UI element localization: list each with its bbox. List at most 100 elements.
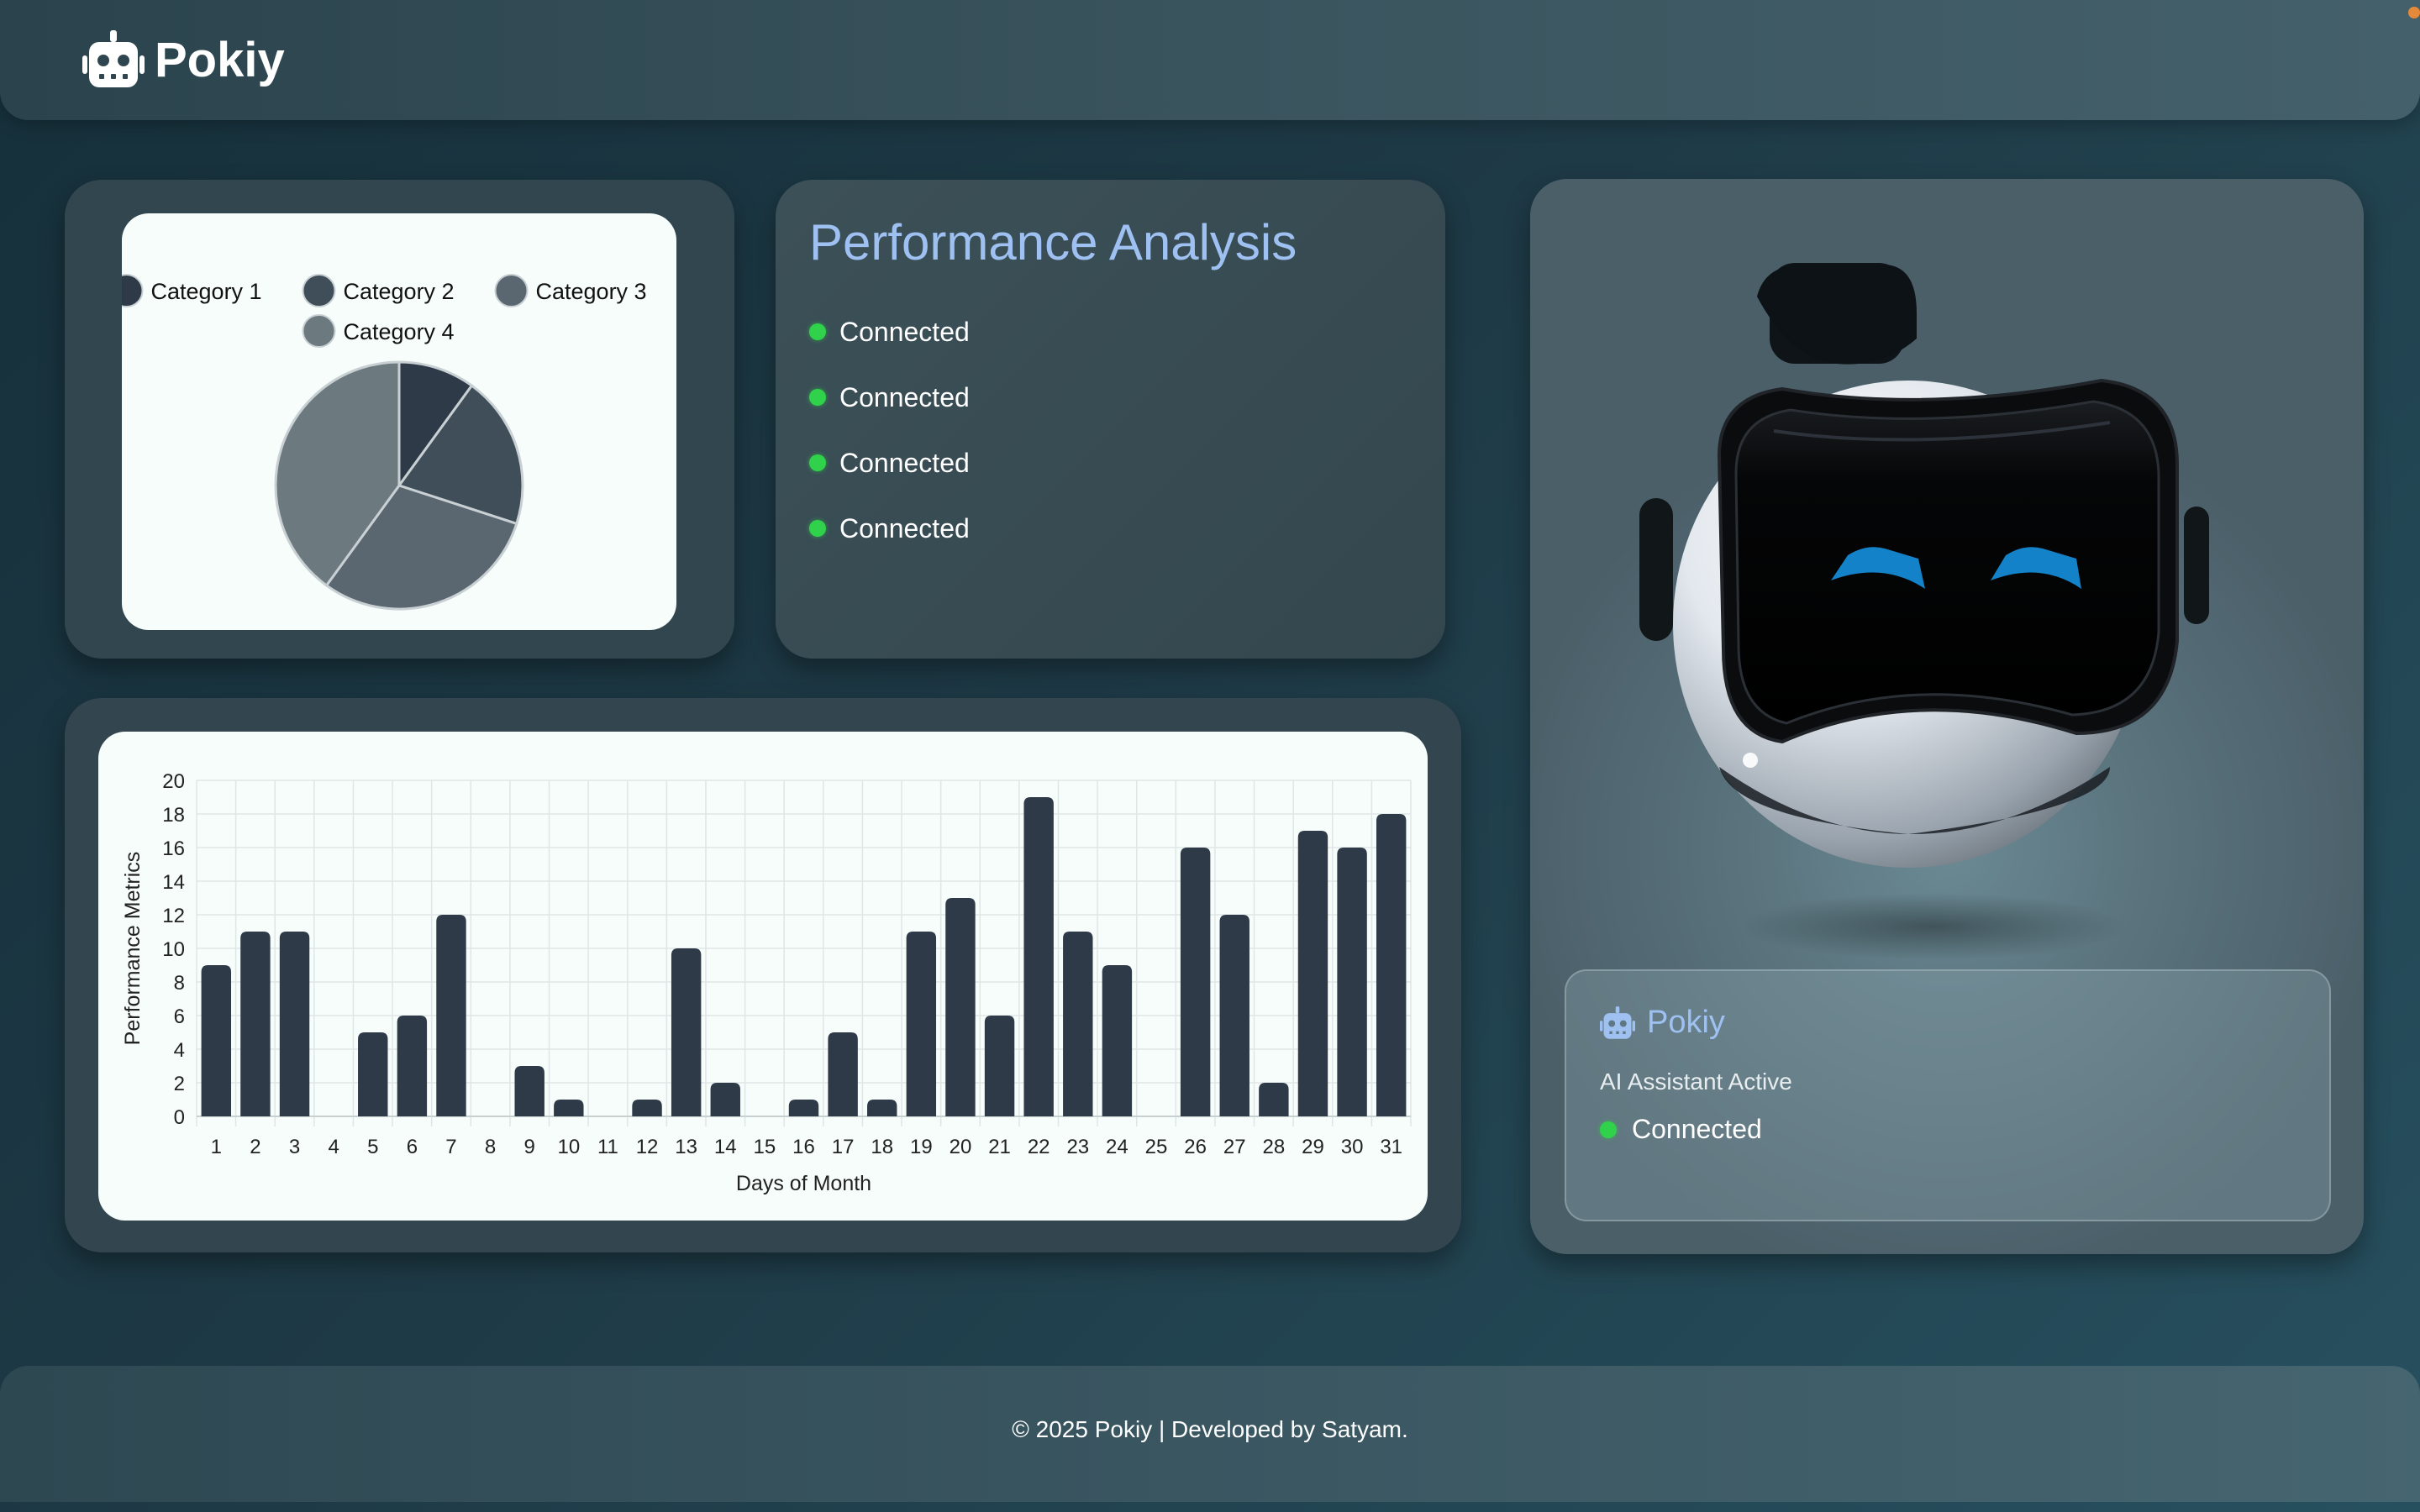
bar[interactable] xyxy=(1297,831,1328,1116)
bar[interactable] xyxy=(1063,932,1093,1116)
x-tick-label: 12 xyxy=(636,1136,659,1158)
pie-chart: Category 1 Category 2 Category 3 Category 4 xyxy=(109,274,647,611)
bar[interactable] xyxy=(240,932,271,1116)
bar[interactable] xyxy=(906,932,937,1116)
performance-card: Performance Analysis Connected Connected… xyxy=(776,180,1445,659)
bar[interactable] xyxy=(514,1066,544,1116)
pie-slice[interactable] xyxy=(397,360,474,490)
bar[interactable] xyxy=(984,1016,1015,1116)
left-eye-icon xyxy=(1831,547,1925,589)
x-tick-label: 9 xyxy=(524,1136,535,1158)
status-dot-icon xyxy=(809,520,826,537)
bar[interactable] xyxy=(867,1100,897,1116)
bar[interactable] xyxy=(1337,848,1367,1116)
y-axis-title: Performance Metrics xyxy=(121,852,145,1046)
x-tick-label: 14 xyxy=(714,1136,737,1158)
legend-label: Category 1 xyxy=(151,279,262,304)
y-tick-label: 6 xyxy=(174,1005,185,1028)
y-tick-label: 18 xyxy=(162,804,185,827)
bar[interactable] xyxy=(279,932,310,1116)
pie-slice[interactable] xyxy=(397,383,524,526)
robot-card: Pokiy AI Assistant Active Connected xyxy=(1530,179,2364,1254)
status-dot-icon xyxy=(809,454,826,471)
x-tick-label: 21 xyxy=(988,1136,1011,1158)
legend-item[interactable]: Category 4 xyxy=(302,314,455,348)
x-tick-label: 6 xyxy=(407,1136,418,1158)
x-tick-label: 28 xyxy=(1263,1136,1286,1158)
brand-logo[interactable]: Pokiy xyxy=(82,30,285,89)
status-item: Connected xyxy=(809,496,970,561)
x-tick-label: 1 xyxy=(211,1136,222,1158)
x-tick-label: 22 xyxy=(1028,1136,1050,1158)
legend-item[interactable]: Category 2 xyxy=(302,274,455,307)
x-tick-label: 3 xyxy=(289,1136,300,1158)
x-tick-label: 19 xyxy=(910,1136,933,1158)
robot-icon xyxy=(1600,1005,1635,1039)
y-tick-label: 16 xyxy=(162,837,185,860)
bar[interactable] xyxy=(554,1100,584,1116)
bar[interactable] xyxy=(397,1016,428,1116)
bar[interactable] xyxy=(1102,965,1133,1116)
bar[interactable] xyxy=(710,1083,740,1116)
bar[interactable] xyxy=(436,915,466,1116)
x-tick-label: 30 xyxy=(1341,1136,1364,1158)
bar[interactable] xyxy=(671,948,702,1116)
bar[interactable] xyxy=(788,1100,819,1116)
y-tick-label: 8 xyxy=(174,972,185,995)
bar[interactable] xyxy=(632,1100,662,1116)
x-tick-label: 16 xyxy=(792,1136,815,1158)
y-tick-label: 2 xyxy=(174,1073,185,1095)
app-header: Pokiy xyxy=(0,0,2420,120)
x-tick-label: 20 xyxy=(950,1136,972,1158)
notification-dot xyxy=(2408,7,2420,18)
legend-item[interactable]: Category 1 xyxy=(109,274,262,307)
x-tick-label: 8 xyxy=(485,1136,496,1158)
status-dot-icon xyxy=(1600,1121,1617,1138)
legend-item[interactable]: Category 3 xyxy=(494,274,647,307)
x-tick-label: 7 xyxy=(445,1136,456,1158)
pie-chart-panel: Category 1 Category 2 Category 3 Category 4 xyxy=(109,213,676,630)
y-tick-label: 4 xyxy=(174,1039,185,1062)
y-tick-label: 10 xyxy=(162,938,185,961)
pie-slice[interactable] xyxy=(274,360,401,588)
x-tick-label: 24 xyxy=(1106,1136,1128,1158)
y-tick-label: 0 xyxy=(174,1106,185,1129)
y-tick-label: 14 xyxy=(162,871,185,894)
bar[interactable] xyxy=(1259,1083,1289,1116)
status-text: Connected xyxy=(839,316,970,347)
status-list: Connected Connected Connected Connected xyxy=(809,299,970,561)
legend-label: Category 4 xyxy=(344,319,455,344)
bar[interactable] xyxy=(201,965,232,1116)
bar[interactable] xyxy=(1219,915,1249,1116)
x-tick-label: 2 xyxy=(250,1136,260,1158)
assistant-header: Pokiy xyxy=(1600,1005,1725,1041)
status-text: Connected xyxy=(839,381,970,412)
x-tick-label: 5 xyxy=(367,1136,378,1158)
assistant-status-text: Connected xyxy=(1632,1114,1762,1144)
x-axis-title: Days of Month xyxy=(736,1172,871,1195)
status-text: Connected xyxy=(839,512,970,543)
bar[interactable] xyxy=(945,898,976,1116)
x-tick-label: 15 xyxy=(754,1136,776,1158)
bar[interactable] xyxy=(1376,814,1407,1116)
x-tick-label: 26 xyxy=(1184,1136,1207,1158)
legend-swatch xyxy=(302,314,336,348)
legend-label: Category 2 xyxy=(344,279,455,304)
x-tick-label: 25 xyxy=(1145,1136,1168,1158)
bar[interactable] xyxy=(1180,848,1211,1116)
app-footer: © 2025 Pokiy | Developed by Satyam. xyxy=(0,1366,2420,1502)
status-item: Connected xyxy=(809,299,970,365)
x-tick-label: 29 xyxy=(1302,1136,1324,1158)
legend-swatch xyxy=(494,274,529,307)
pie-slice[interactable] xyxy=(324,484,518,611)
bar[interactable] xyxy=(358,1032,388,1116)
assistant-subtitle: AI Assistant Active xyxy=(1600,1068,1792,1095)
bar[interactable] xyxy=(828,1032,858,1116)
right-eye-icon xyxy=(1991,547,2081,589)
y-tick-label: 20 xyxy=(162,770,185,793)
x-tick-label: 13 xyxy=(675,1136,697,1158)
status-dot-icon xyxy=(809,389,826,406)
x-tick-label: 23 xyxy=(1066,1136,1089,1158)
bar[interactable] xyxy=(1023,797,1054,1116)
